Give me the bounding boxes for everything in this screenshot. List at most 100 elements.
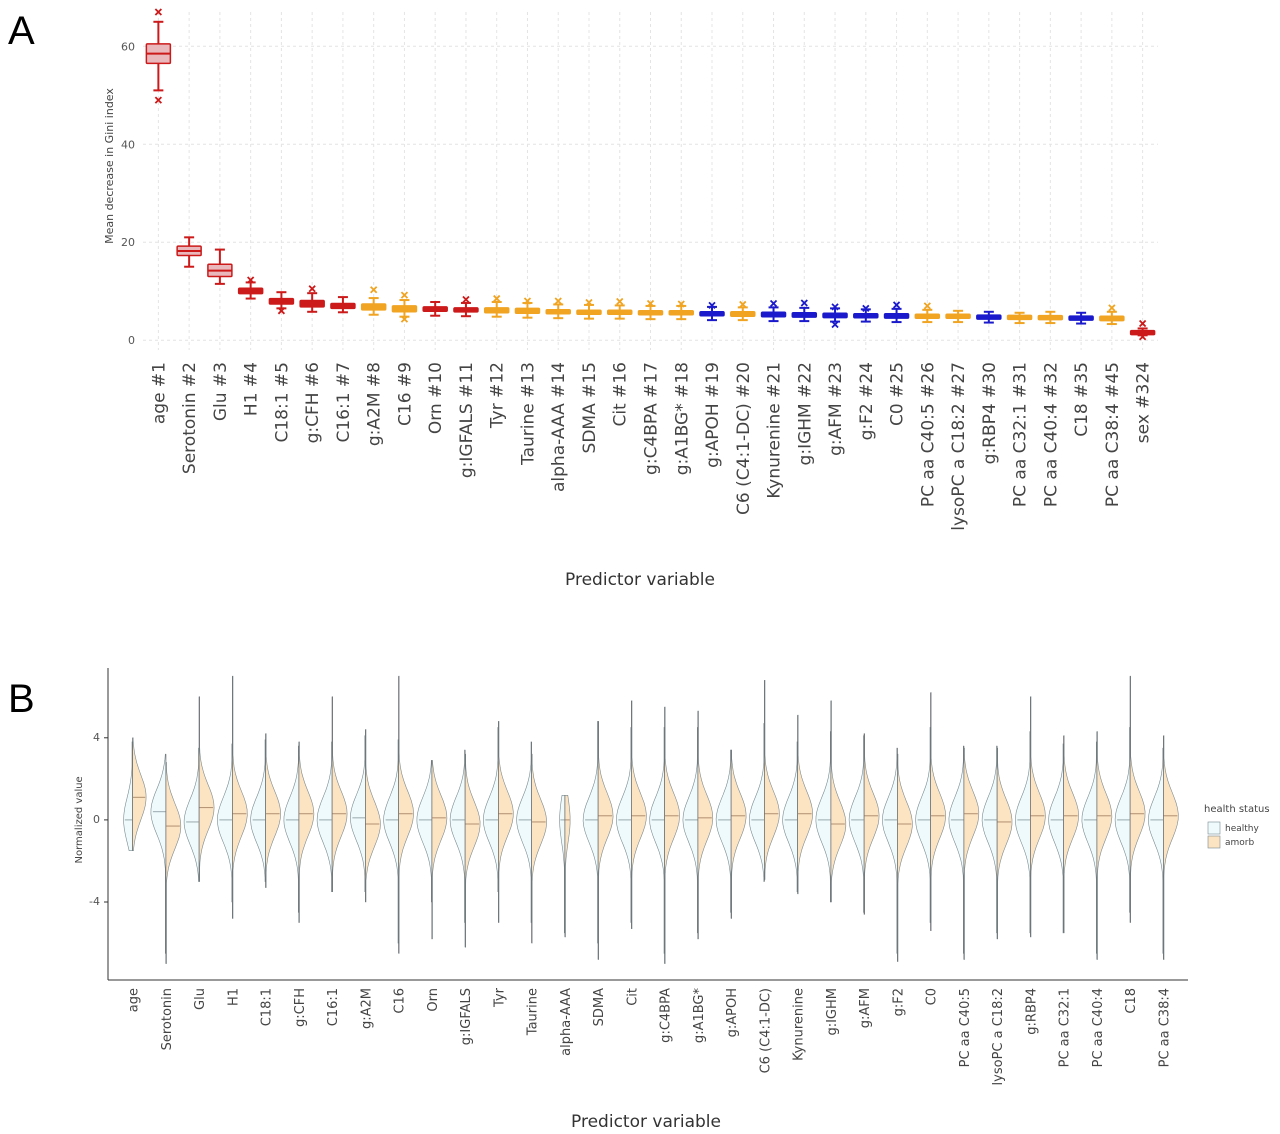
- box-15: [576, 298, 602, 320]
- x-tick-label: C16 #9: [395, 362, 415, 426]
- violin-24: [882, 747, 913, 962]
- violin-2: [150, 753, 182, 964]
- boxplot-chart: 0 20 40 60 age #1 Serotonin #2 Glu #3 H1 #4 C18…: [103, 8, 1158, 590]
- grid: [143, 12, 1158, 350]
- y-tick-label: 20: [121, 236, 135, 249]
- violin-10: [416, 760, 448, 940]
- x-axis: age #1 Serotonin #2 Glu #3 H1 #4 C18:1 #5 g:C…: [149, 362, 1153, 531]
- box-8: [360, 286, 387, 316]
- violin-amorb: [664, 706, 680, 964]
- x-tick-label: Orn #10: [426, 362, 446, 434]
- violin-healthy: [1048, 743, 1064, 934]
- legend-label: healthy: [1225, 824, 1259, 834]
- violin-28: [1015, 696, 1046, 938]
- violin-8: [350, 729, 381, 903]
- violin-31: [1114, 675, 1146, 923]
- box-16: [606, 297, 633, 320]
- violin-healthy: [1015, 731, 1031, 934]
- violin-healthy: [682, 727, 699, 934]
- x-tick-label: g:APOH #19: [703, 362, 723, 468]
- x-tick-label: g:C4BPA #17: [642, 362, 662, 475]
- outlier-point: [677, 300, 685, 308]
- violin-healthy: [483, 727, 499, 893]
- y-tick-label: 60: [121, 40, 135, 53]
- y-axis-label: Mean decrease in Gini index: [103, 88, 116, 244]
- violin-healthy: [981, 745, 998, 934]
- box-31: [1068, 311, 1094, 325]
- violin-5: [250, 733, 281, 888]
- violin-healthy: [649, 727, 665, 954]
- x-tick-label: PC aa C40:5: [958, 988, 973, 1067]
- outlier-point: [831, 303, 839, 311]
- x-tick-label: Serotonin #2: [180, 362, 200, 474]
- box-7: [330, 296, 356, 314]
- violin-healthy: [416, 760, 433, 903]
- legend-label: amorb: [1225, 838, 1254, 848]
- violin-healthy: [715, 749, 732, 913]
- outlier-point: [462, 295, 470, 304]
- x-tick-label: g:IGHM #22: [795, 362, 815, 465]
- violin-amorb: [132, 737, 147, 852]
- violin-amorb: [863, 733, 880, 915]
- violin-amorb: [265, 733, 281, 888]
- box-12: [483, 294, 510, 318]
- legend-swatch: [1207, 835, 1221, 849]
- x-tick-label: PC aa C40:5 #26: [918, 362, 938, 507]
- outlier-point: [154, 96, 163, 104]
- x-tick-label: PC aa C32:1 #31: [1011, 362, 1031, 507]
- violin-amorb: [564, 794, 571, 938]
- x-tick-label: Taurine #13: [518, 362, 538, 466]
- boxplot-series: [145, 8, 1156, 341]
- box-33: [1129, 319, 1156, 341]
- violin-amorb: [996, 747, 1013, 940]
- y-axis: -4 0 4: [89, 731, 100, 908]
- outlier-point: [400, 315, 409, 323]
- outlier-point: [370, 286, 378, 294]
- box-26: [914, 302, 941, 324]
- violin-amorb: [1129, 675, 1146, 923]
- x-tick-label: g:CFH: [293, 988, 308, 1027]
- box-24: [853, 304, 879, 323]
- box-10: [422, 300, 448, 317]
- outlier-point: [616, 297, 624, 306]
- violin-4: [217, 675, 248, 919]
- x-tick-label: H1 #4: [242, 362, 262, 416]
- violin-amorb: [897, 753, 913, 962]
- violin-amorb: [930, 692, 946, 932]
- box-32: [1099, 304, 1125, 326]
- x-tick-label: lysoPC a C18:2: [991, 988, 1006, 1085]
- violin-healthy: [316, 741, 333, 893]
- x-tick-label: PC aa C40:4 #32: [1041, 362, 1061, 507]
- box-5: [268, 291, 295, 315]
- outlier-point: [277, 307, 286, 315]
- y-tick-label: 0: [93, 813, 100, 826]
- violin-amorb: [730, 749, 747, 919]
- x-tick-label: g:AFM: [858, 988, 873, 1028]
- y-tick-label: 40: [121, 138, 135, 151]
- x-tick-label: age: [127, 988, 142, 1012]
- violin-1: [123, 737, 147, 852]
- violin-healthy: [1081, 741, 1098, 954]
- x-tick-label: C16:1: [326, 988, 341, 1026]
- x-tick-label: g:RBP4 #30: [980, 362, 1000, 464]
- violin-amorb: [298, 741, 315, 923]
- box-14: [545, 297, 571, 320]
- violin-14: [559, 794, 571, 938]
- violin-22: [815, 700, 847, 903]
- violin-healthy: [183, 747, 200, 882]
- x-tick-label: g:CFH #6: [303, 362, 323, 443]
- violin-amorb: [1063, 735, 1079, 934]
- violin-healthy: [848, 735, 865, 913]
- x-tick-label: SDMA: [592, 988, 607, 1026]
- violin-amorb: [631, 700, 647, 930]
- violin-healthy: [283, 745, 300, 913]
- outlier-point: [1138, 333, 1147, 341]
- box-13: [514, 297, 541, 319]
- x-tick-label: C16: [393, 988, 408, 1014]
- violin-healthy: [749, 723, 765, 882]
- box-4: [237, 276, 264, 300]
- violin-amorb: [1163, 735, 1179, 960]
- outlier-point: [523, 297, 532, 305]
- box-30: [1037, 310, 1064, 325]
